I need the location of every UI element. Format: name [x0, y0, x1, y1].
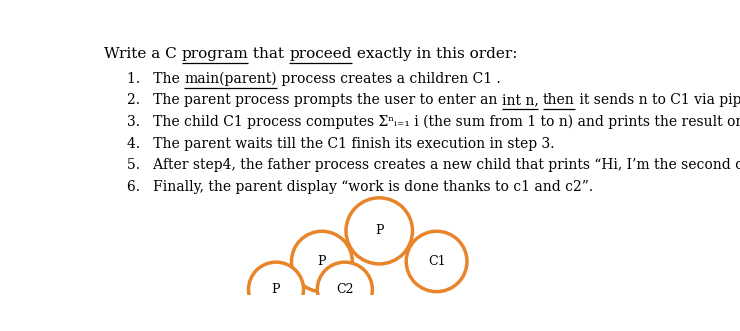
- Text: it sends n to C1 via pipe.: it sends n to C1 via pipe.: [574, 93, 740, 107]
- Text: int n,: int n,: [502, 93, 539, 107]
- Text: process creates a children C1 .: process creates a children C1 .: [277, 71, 500, 86]
- Ellipse shape: [317, 262, 372, 317]
- Text: 3.   The child C1 process computes Σⁿᵢ₌₁ i (the sum from 1 to n) and prints the : 3. The child C1 process computes Σⁿᵢ₌₁ i…: [127, 115, 740, 129]
- Text: Write a C: Write a C: [104, 47, 181, 61]
- Text: 4.   The parent waits till the C1 finish its execution in step 3.: 4. The parent waits till the C1 finish i…: [127, 137, 554, 151]
- Ellipse shape: [249, 262, 303, 317]
- Text: program: program: [181, 47, 249, 61]
- Text: P: P: [375, 224, 383, 237]
- Text: 5.   After step4, the father process creates a new child that prints “Hi, I’m th: 5. After step4, the father process creat…: [127, 158, 740, 172]
- Text: proceed: proceed: [289, 47, 352, 61]
- Text: P: P: [317, 255, 326, 268]
- Ellipse shape: [346, 198, 412, 264]
- Text: 2.   The parent process prompts the user to enter an: 2. The parent process prompts the user t…: [127, 93, 502, 107]
- Text: exactly in this order:: exactly in this order:: [352, 47, 517, 61]
- Text: main(parent): main(parent): [184, 71, 277, 86]
- Text: C1: C1: [428, 255, 445, 268]
- Text: C2: C2: [336, 283, 354, 296]
- Text: then: then: [542, 93, 574, 107]
- Text: that: that: [249, 47, 289, 61]
- Text: 1.   The: 1. The: [127, 71, 184, 86]
- Text: P: P: [272, 283, 280, 296]
- Ellipse shape: [292, 231, 352, 292]
- Text: 6.   Finally, the parent display “work is done thanks to c1 and c2”.: 6. Finally, the parent display “work is …: [127, 180, 593, 194]
- Ellipse shape: [406, 231, 467, 292]
